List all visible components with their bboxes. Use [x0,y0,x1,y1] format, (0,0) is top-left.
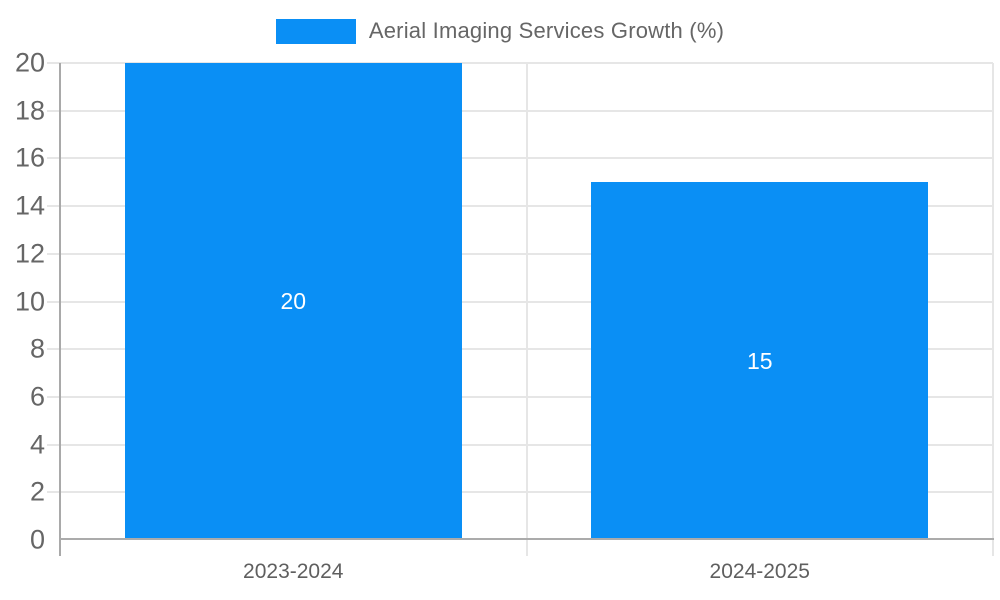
bar[interactable]: 20 [124,63,462,540]
y-axis-label: 10 [14,286,45,316]
gridline [47,443,993,446]
bar-value-label: 15 [746,347,773,374]
y-axis-label: 20 [14,47,45,78]
gridline [47,109,993,112]
bar[interactable]: 15 [591,182,929,540]
y-axis-label: 4 [29,429,45,460]
legend[interactable]: Aerial Imaging Services Growth (%) [0,18,1000,44]
plot-area: 20 15 [47,62,994,556]
gridline [47,300,993,303]
gridline [47,62,993,64]
x-axis-label: 2024-2025 [709,560,810,583]
legend-label: Aerial Imaging Services Growth (%) [368,18,725,43]
gridline [47,252,993,255]
gridline [47,205,993,208]
plot-right-border [992,63,994,556]
y-axis-label: 14 [14,190,45,221]
gridline [47,491,993,494]
y-axis-label: 18 [14,95,45,126]
y-axis-label: 12 [14,238,45,269]
y-axis-label: 2 [29,476,45,507]
legend-swatch-icon [275,18,356,44]
y-axis-label: 8 [29,333,45,364]
gridline [47,348,993,351]
category-separator-line [525,63,528,556]
gridline [47,395,993,398]
y-axis-label: 6 [29,381,45,412]
bar-value-label: 20 [280,288,307,314]
x-axis-line [60,538,994,540]
y-axis-label: 16 [14,142,45,173]
y-axis-label: 0 [29,524,45,555]
y-axis-line [59,63,61,556]
gridline [47,157,993,160]
x-axis-label: 2023-2024 [243,560,344,583]
